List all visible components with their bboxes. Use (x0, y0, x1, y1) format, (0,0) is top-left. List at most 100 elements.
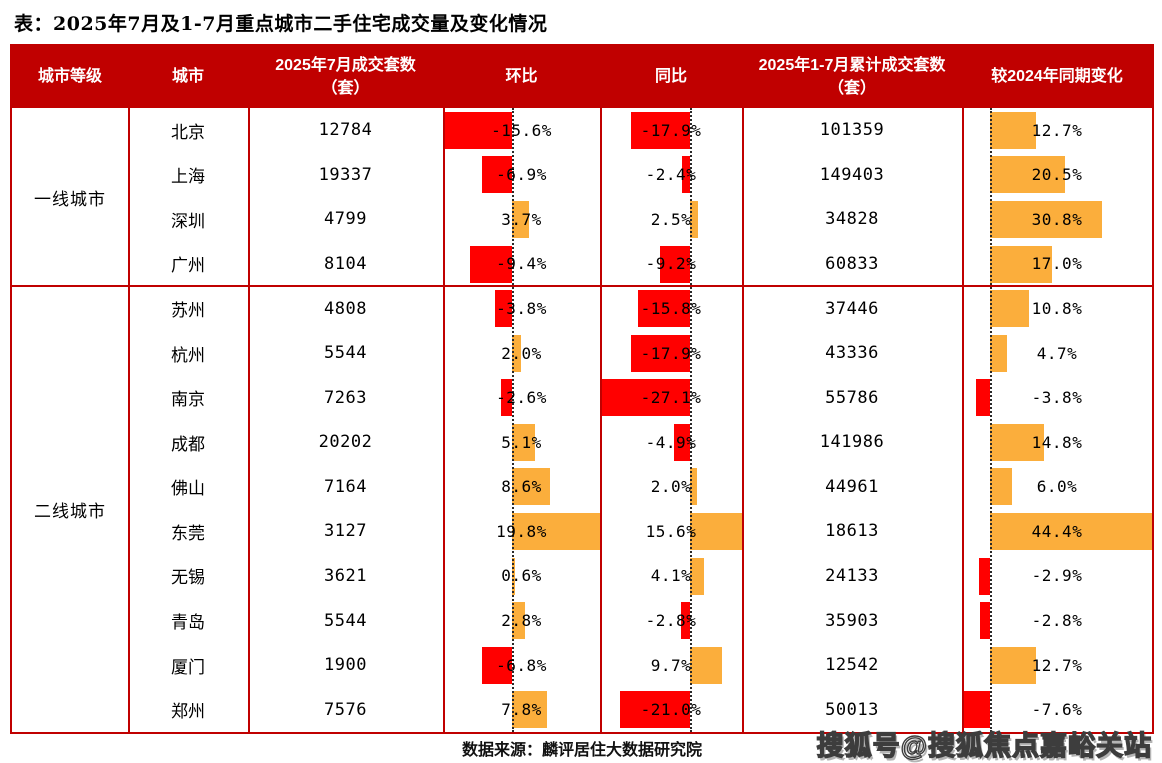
city-cell: 杭州 (171, 345, 205, 365)
tier-group-separator (12, 285, 1152, 288)
jul-units-cell: 7576 (324, 699, 367, 720)
col-header-mom: 环比 (505, 68, 538, 86)
yoy-data-bar (682, 156, 691, 194)
mom-value-label: 0.6% (501, 566, 542, 586)
vs_2024-value-label: 10.8% (1031, 299, 1083, 319)
cum-units-cell: 149403 (819, 164, 885, 185)
mom-value-label: -9.4% (496, 254, 547, 274)
yoy-value-label: -2.8% (645, 611, 697, 631)
yoy-value-label: 9.7% (650, 655, 692, 675)
mom-data-bar (512, 602, 525, 640)
yoy-value-label: 2.0% (650, 477, 692, 497)
yoy-data-bar (690, 646, 723, 684)
jul-units-cell: 7263 (324, 387, 367, 408)
mom-data-bar (481, 156, 513, 194)
jul-units-cell: 3621 (324, 565, 367, 586)
col-header-city-tier: 城市等级 (37, 68, 102, 86)
vs_2024-data-bar (989, 468, 1012, 506)
data-source-caption: 数据来源：麟评居住大数据研究院 (461, 740, 702, 759)
vs_2024-value-label: 17.0% (1031, 254, 1083, 274)
cum-units-cell: 24133 (825, 565, 879, 586)
cum-units-cell: 141986 (819, 432, 885, 453)
city-cell: 青岛 (171, 613, 205, 633)
zero-axis-line (989, 108, 992, 732)
mom-value-label: 2.8% (501, 611, 542, 631)
city-cell: 上海 (171, 167, 205, 187)
mom-value-label: -2.6% (496, 388, 547, 408)
zero-axis-line (690, 108, 693, 732)
vs_2024-data-bar (962, 691, 990, 729)
vs_2024-data-bar (989, 423, 1044, 461)
column-border (962, 108, 964, 732)
jul-units-cell: 5544 (324, 343, 367, 364)
vs_2024-data-bar (989, 156, 1065, 194)
cum-units-cell: 37446 (825, 298, 879, 319)
city-cell: 郑州 (171, 702, 205, 722)
jul-units-cell: 4799 (324, 209, 367, 230)
cum-units-cell: 44961 (825, 476, 879, 497)
city-cell: 广州 (171, 256, 205, 276)
mom-data-bar (512, 334, 522, 372)
yoy-data-bar (620, 691, 691, 729)
vs_2024-data-bar (989, 334, 1007, 372)
yoy-value-label: -17.9% (640, 343, 702, 363)
vs_2024-value-label: 12.7% (1031, 120, 1083, 140)
column-border (248, 108, 250, 732)
yoy-value-label: 2.5% (650, 209, 692, 229)
cum-units-cell: 43336 (825, 343, 879, 364)
vs_2024-data-bar (989, 245, 1052, 283)
yoy-value-label: -4.9% (645, 432, 697, 452)
vs_2024-value-label: 4.7% (1036, 343, 1078, 363)
cum-units-cell: 34828 (825, 209, 879, 230)
mom-data-bar (443, 111, 513, 149)
mom-value-label: -6.9% (496, 165, 547, 185)
yoy-value-label: -9.2% (645, 254, 697, 274)
vs_2024-value-label: 6.0% (1036, 477, 1078, 497)
yoy-value-label: -27.1% (640, 388, 702, 408)
yoy-data-bar (690, 468, 697, 506)
mom-data-bar (512, 512, 600, 550)
yoy-data-bar (690, 557, 704, 595)
tier-label: 一线城市 (34, 189, 106, 209)
city-cell: 南京 (171, 390, 205, 410)
mom-data-bar (495, 290, 513, 328)
yoy-data-bar (659, 245, 691, 283)
vs_2024-data-bar (989, 290, 1030, 328)
mom-data-bar (470, 245, 513, 283)
vs_2024-data-bar (989, 646, 1037, 684)
mom-value-label: 2.0% (501, 343, 542, 363)
vs_2024-data-bar (975, 379, 990, 417)
vs_2024-value-label: 12.7% (1031, 655, 1083, 675)
table-header-row: 城市等级 城市 2025年7月成交套数（套） 环比 同比 2025年1-7月累计… (12, 46, 1152, 108)
cum-units-cell: 12542 (825, 655, 879, 676)
vs_2024-data-bar (989, 200, 1103, 238)
vs_2024-value-label: -2.8% (1031, 611, 1083, 631)
yoy-value-label: -2.4% (645, 165, 697, 185)
vs_2024-data-bar (979, 557, 990, 595)
table-title: 表：2025年7月及1-7月重点城市二手住宅成交量及变化情况 (14, 13, 548, 35)
mom-data-bar (482, 646, 513, 684)
cum-units-cell: 55786 (825, 387, 879, 408)
mom-data-bar (512, 468, 551, 506)
yoy-data-bar (673, 423, 691, 461)
city-cell: 苏州 (171, 301, 205, 321)
city-cell: 深圳 (171, 211, 205, 231)
data-table: 城市等级 城市 2025年7月成交套数（套） 环比 同比 2025年1-7月累计… (10, 44, 1154, 734)
yoy-value-label: 15.6% (645, 521, 697, 541)
vs_2024-data-bar (979, 602, 990, 640)
city-cell: 东莞 (171, 523, 205, 543)
city-cell: 佛山 (171, 479, 205, 499)
col-header-yoy: 同比 (654, 68, 687, 86)
mom-data-bar (500, 379, 513, 417)
yoy-value-label: 4.1% (650, 566, 692, 586)
watermark-text: 搜狐号@搜狐焦点嘉峪关站 (816, 730, 1152, 761)
col-header-cum-units: 2025年1-7月累计成交套数（套） (758, 56, 946, 97)
cum-units-cell: 50013 (825, 699, 879, 720)
vs_2024-value-label: 20.5% (1031, 165, 1083, 185)
yoy-data-bar (690, 200, 699, 238)
column-border (443, 108, 445, 732)
cum-units-cell: 60833 (825, 253, 879, 274)
vs_2024-value-label: -3.8% (1031, 388, 1083, 408)
yoy-data-bar (630, 111, 691, 149)
